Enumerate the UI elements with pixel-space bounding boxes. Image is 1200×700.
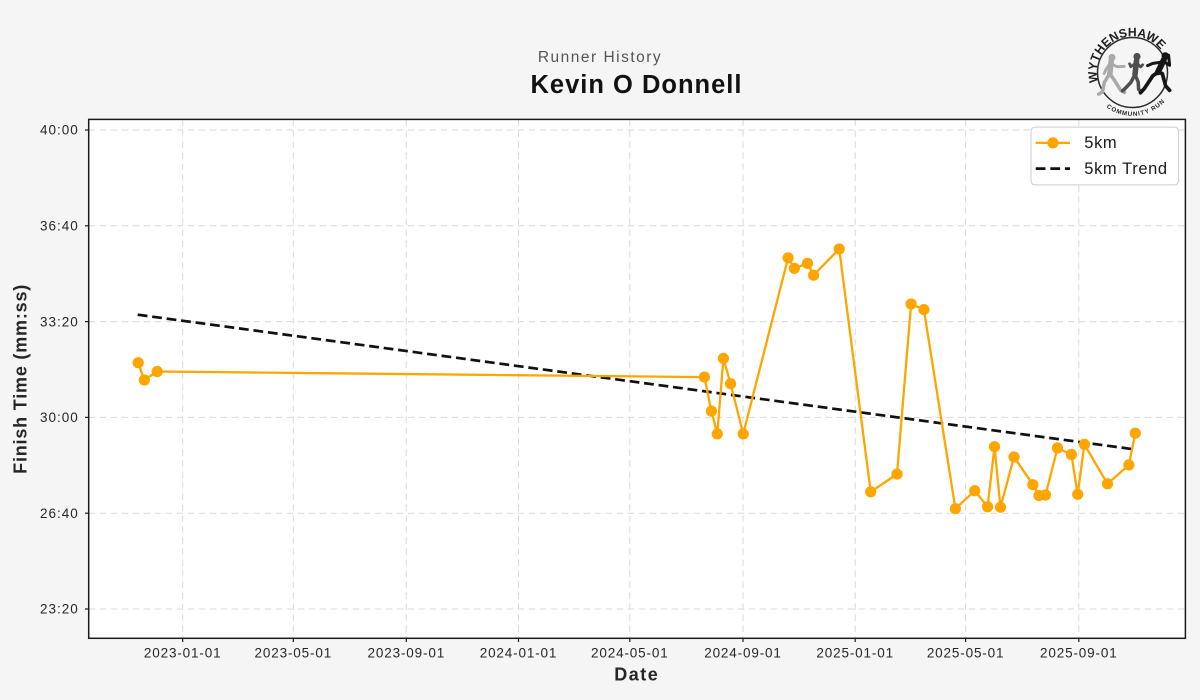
svg-text:2023-01-01: 2023-01-01: [144, 646, 222, 661]
svg-text:23:20: 23:20: [40, 602, 79, 617]
svg-text:26:40: 26:40: [40, 506, 79, 521]
svg-text:30:00: 30:00: [40, 410, 79, 425]
svg-text:2024-05-01: 2024-05-01: [591, 646, 669, 661]
svg-text:2024-09-01: 2024-09-01: [704, 646, 782, 661]
svg-text:Runner History: Runner History: [538, 49, 662, 66]
svg-text:5km: 5km: [1084, 134, 1117, 152]
svg-text:40:00: 40:00: [40, 123, 79, 138]
svg-text:Kevin O Donnell: Kevin O Donnell: [531, 71, 743, 99]
svg-text:2024-01-01: 2024-01-01: [480, 646, 558, 661]
svg-text:2025-05-01: 2025-05-01: [927, 646, 1005, 661]
svg-text:36:40: 36:40: [40, 219, 79, 234]
svg-text:2025-01-01: 2025-01-01: [816, 646, 894, 661]
svg-text:2023-05-01: 2023-05-01: [255, 646, 333, 661]
svg-text:2023-09-01: 2023-09-01: [368, 646, 446, 661]
svg-text:2025-09-01: 2025-09-01: [1040, 646, 1118, 661]
svg-text:Date: Date: [614, 665, 659, 685]
svg-text:33:20: 33:20: [40, 314, 79, 329]
svg-text:5km Trend: 5km Trend: [1084, 160, 1167, 178]
svg-text:Finish Time (mm:ss): Finish Time (mm:ss): [11, 284, 31, 474]
